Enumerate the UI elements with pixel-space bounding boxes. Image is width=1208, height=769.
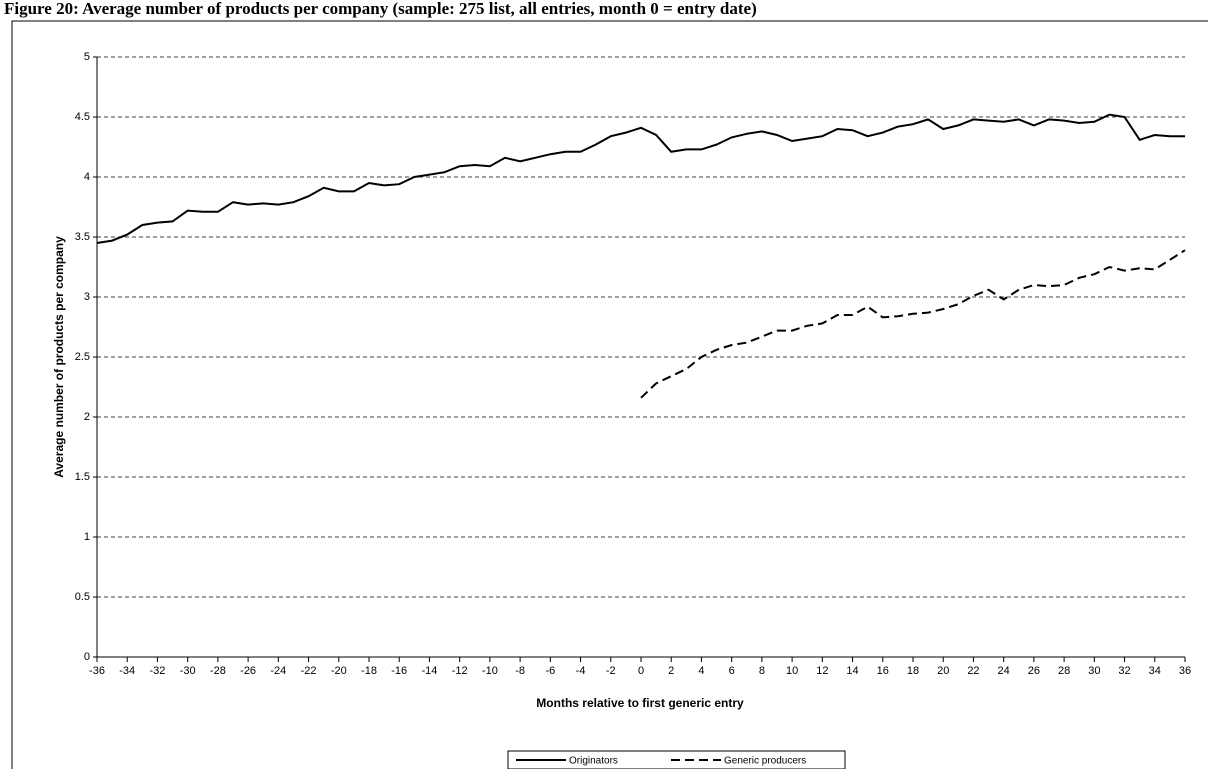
x-tick-label: 0 xyxy=(638,665,644,677)
x-tick-label: 24 xyxy=(998,665,1010,677)
x-tick-label: -24 xyxy=(270,665,286,677)
x-tick-label: 12 xyxy=(816,665,828,677)
x-tick-label: -16 xyxy=(391,665,407,677)
y-tick-label: 2.5 xyxy=(75,351,90,363)
x-tick-label: 32 xyxy=(1118,665,1130,677)
x-tick-label: 22 xyxy=(967,665,979,677)
x-tick-label: -34 xyxy=(119,665,135,677)
y-tick-label: 1 xyxy=(84,531,90,543)
x-tick-label: -10 xyxy=(482,665,498,677)
x-tick-label: 26 xyxy=(1028,665,1040,677)
x-tick-label: -12 xyxy=(452,665,468,677)
x-tick-label: 18 xyxy=(907,665,919,677)
x-tick-label: 8 xyxy=(759,665,765,677)
series-line xyxy=(96,113,1185,244)
x-tick-label: 6 xyxy=(729,665,735,677)
y-tick-label: 0.5 xyxy=(75,591,90,603)
x-tick-label: -20 xyxy=(331,665,347,677)
y-tick-label: 1.5 xyxy=(75,471,90,483)
x-tick-label: 16 xyxy=(877,665,889,677)
x-tick-label: -2 xyxy=(606,665,616,677)
x-tick-label: -26 xyxy=(240,665,256,677)
x-tick-label: 10 xyxy=(786,665,798,677)
y-tick-label: 0 xyxy=(84,651,90,663)
x-tick-label: 20 xyxy=(937,665,949,677)
x-axis-title: Months relative to first generic entry xyxy=(536,696,744,710)
x-tick-label: 36 xyxy=(1179,665,1191,677)
x-tick-label: 34 xyxy=(1149,665,1161,677)
y-tick-label: 3.5 xyxy=(75,231,90,243)
x-tick-label: 14 xyxy=(846,665,858,677)
x-tick-label: -6 xyxy=(545,665,555,677)
y-axis-title: Average number of products per company xyxy=(52,236,66,478)
x-tick-label: 30 xyxy=(1088,665,1100,677)
legend-label: Originators xyxy=(569,756,618,767)
x-tick-label: -4 xyxy=(576,665,586,677)
y-tick-label: 4.5 xyxy=(75,111,90,123)
x-tick-label: -14 xyxy=(421,665,437,677)
x-tick-label: -36 xyxy=(89,665,105,677)
x-tick-label: -22 xyxy=(301,665,317,677)
series-line xyxy=(640,249,1186,399)
y-tick-label: 4 xyxy=(84,171,90,183)
x-tick-label: -28 xyxy=(210,665,226,677)
x-tick-label: -18 xyxy=(361,665,377,677)
x-tick-label: -32 xyxy=(149,665,165,677)
y-tick-label: 2 xyxy=(84,411,90,423)
legend-label: Generic producers xyxy=(724,756,806,767)
x-tick-label: -30 xyxy=(180,665,196,677)
x-tick-label: 4 xyxy=(698,665,704,677)
chart-border xyxy=(11,20,1208,769)
x-tick-label: 2 xyxy=(668,665,674,677)
x-tick-label: 28 xyxy=(1058,665,1070,677)
chart-title: Figure 20: Average number of products pe… xyxy=(4,0,757,18)
x-tick-label: -8 xyxy=(515,665,525,677)
y-tick-label: 3 xyxy=(84,291,90,303)
y-tick-label: 5 xyxy=(84,51,90,63)
